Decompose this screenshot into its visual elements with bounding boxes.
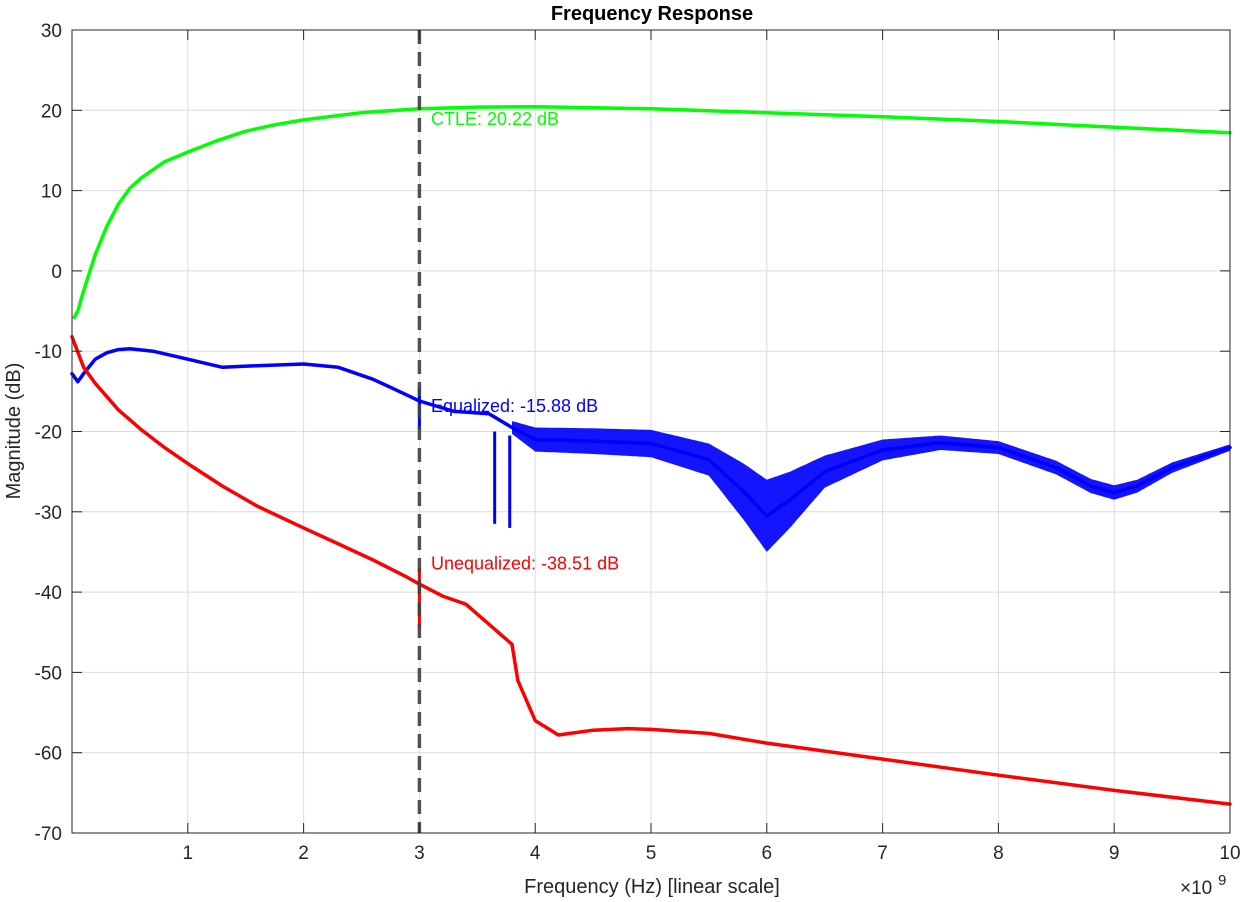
annotations: CTLE: 20.22 dB Equalized: -15.88 dB Unequa… [431, 109, 619, 574]
x-tick-label: 1 [183, 843, 194, 864]
y-tick-label: 0 [51, 262, 62, 283]
x-tick-label: 9 [1109, 843, 1120, 864]
y-tick-label: -50 [35, 663, 62, 684]
x-axis-label: Frequency (Hz) [linear scale] [524, 876, 780, 898]
equalized-annotation: Equalized: -15.88 dB [431, 396, 598, 416]
ctle-series-line [72, 104, 1232, 320]
x-tick-label: 2 [298, 843, 309, 864]
x-tick-label: 10 [1219, 843, 1240, 864]
axes: 1 2 3 4 5 6 7 8 9 10 30 20 10 0 -10 -20 -30 -40 -50 -60 -70 [35, 21, 1241, 864]
y-tick-label: -10 [35, 342, 62, 363]
x-tick-label: 5 [646, 843, 657, 864]
y-tick-label: -40 [35, 583, 62, 604]
y-tick-label: 10 [41, 182, 62, 203]
equalized-series-line [70, 347, 1232, 518]
x-tick-label: 4 [530, 843, 541, 864]
series-layer [70, 104, 1232, 806]
y-tick-label: 30 [41, 21, 62, 42]
x-exponent-power: 9 [1218, 872, 1226, 889]
x-tick-label: 6 [762, 843, 773, 864]
y-axis-label: Magnitude (dB) [3, 363, 25, 500]
x-exponent-label: ×10 9 [1180, 872, 1226, 899]
chart-title: Frequency Response [551, 3, 753, 25]
y-tick-label: -60 [35, 744, 62, 765]
x-tick-label: 7 [877, 843, 888, 864]
y-tick-label: -30 [35, 503, 62, 524]
x-exponent-base: ×10 [1180, 878, 1212, 899]
y-tick-label: -20 [35, 423, 62, 444]
y-tick-label: 20 [41, 101, 62, 122]
x-tick-label: 8 [993, 843, 1004, 864]
unequalized-annotation: Unequalized: -38.51 dB [431, 554, 619, 574]
unequalized-series-line [70, 334, 1232, 806]
x-tick-label: 3 [414, 843, 425, 864]
ctle-annotation: CTLE: 20.22 dB [431, 109, 559, 129]
y-tick-label: -70 [35, 824, 62, 845]
